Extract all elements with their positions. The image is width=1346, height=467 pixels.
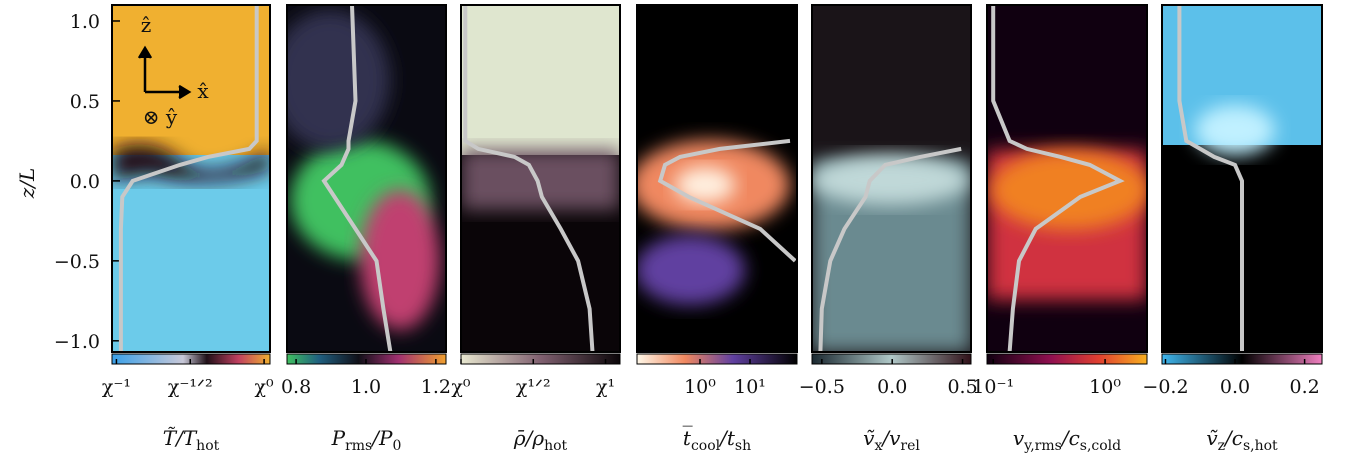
label-part: s,cold: [1080, 438, 1121, 454]
colorbar-tick-label: χ¹: [596, 376, 615, 398]
label-part: hot: [196, 438, 219, 454]
colorbar-tick-label: −0.5: [799, 376, 845, 398]
label-part: y,rms: [1023, 438, 1062, 454]
colorbar-tick-label: 10⁰: [684, 376, 716, 398]
colorbar-label: t̅cool/tsh: [683, 425, 751, 454]
y-tick-label: −0.5: [54, 251, 100, 273]
colorbar-tick-label: χ⁰: [255, 376, 275, 398]
label-part: /t: [718, 426, 736, 450]
colorbar-tick-label: 10⁻¹: [972, 376, 1014, 398]
label-part: ṽ: [863, 426, 875, 450]
label-part: rms: [345, 438, 372, 454]
colorbar-tick-label: χ⁻¹: [102, 376, 131, 398]
colorbar-tick-label: 0.2: [1289, 376, 1319, 398]
colorbar-tick-label: χ⁻¹ᐟ²: [168, 376, 213, 398]
label-part: /v: [880, 426, 901, 450]
label-part: P: [331, 426, 346, 450]
colorbar-tick-label: 0.0: [1220, 376, 1250, 398]
colorbar-tick-label: 1.2: [421, 376, 451, 398]
colorbar-label: ρ̄/ρhot: [513, 426, 568, 454]
colorbar-tick-label: χ¹ᐟ²: [516, 376, 551, 398]
annotation: ⊗ ŷ: [143, 105, 178, 129]
colorbars: [112, 354, 1322, 364]
label-part: v: [1013, 426, 1025, 450]
label-part: sh: [735, 438, 751, 454]
colorbar-tick-label: −0.2: [1142, 376, 1188, 398]
label-part: rel: [900, 438, 920, 454]
panel-images: [112, 5, 1322, 352]
colorbar-tick-label: χ⁰: [451, 376, 471, 398]
y-tick-label: 0.0: [70, 171, 100, 193]
label-part: ρ̄/ρ: [513, 426, 544, 450]
label-part: ṽ: [1206, 426, 1218, 450]
colorbar-label: T̃/Thot: [163, 426, 220, 454]
colorbar-tick-label: 10⁰: [1089, 376, 1121, 398]
colorbar-tick-label: 1.0: [351, 376, 381, 398]
annotation: x̂: [197, 79, 209, 103]
figure: ẑ x̂ ⊗ ŷ z/L 1.0 0.5 0.0 −0.5 −1.0 χ⁻¹ χ⁻¹ᐟ² χ⁰…: [0, 0, 1346, 463]
colorbar-label: ṽx/vrel: [863, 426, 920, 454]
y-tick-label: −1.0: [54, 331, 100, 353]
label-part: s,hot: [1243, 438, 1278, 454]
colorbar-tick-label: 10¹: [734, 376, 766, 398]
colorbar-label: vy,rms/cs,cold: [1013, 426, 1121, 454]
y-tick-label: 1.0: [70, 11, 100, 33]
annotation: ẑ: [141, 13, 152, 37]
label-part: 0: [392, 438, 401, 454]
label-part: hot: [544, 438, 567, 454]
label-part: cool: [691, 438, 721, 454]
label-part: x: [874, 438, 882, 454]
label-part: T̃/T: [163, 426, 198, 450]
label-part: z: [1218, 438, 1225, 454]
y-tick-label: 0.5: [70, 91, 100, 113]
label-part: /c: [1060, 426, 1080, 450]
label-part: /P: [370, 426, 393, 450]
label-part: /c: [1223, 426, 1243, 450]
colorbar-tick-label: 0.8: [281, 376, 311, 398]
colorbar-label: ṽz/cs,hot: [1206, 426, 1278, 454]
colorbar-label: Prms/P0: [331, 426, 402, 454]
colorbar-tick-label: 0.0: [877, 376, 907, 398]
y-axis-label: z/L: [15, 168, 39, 200]
